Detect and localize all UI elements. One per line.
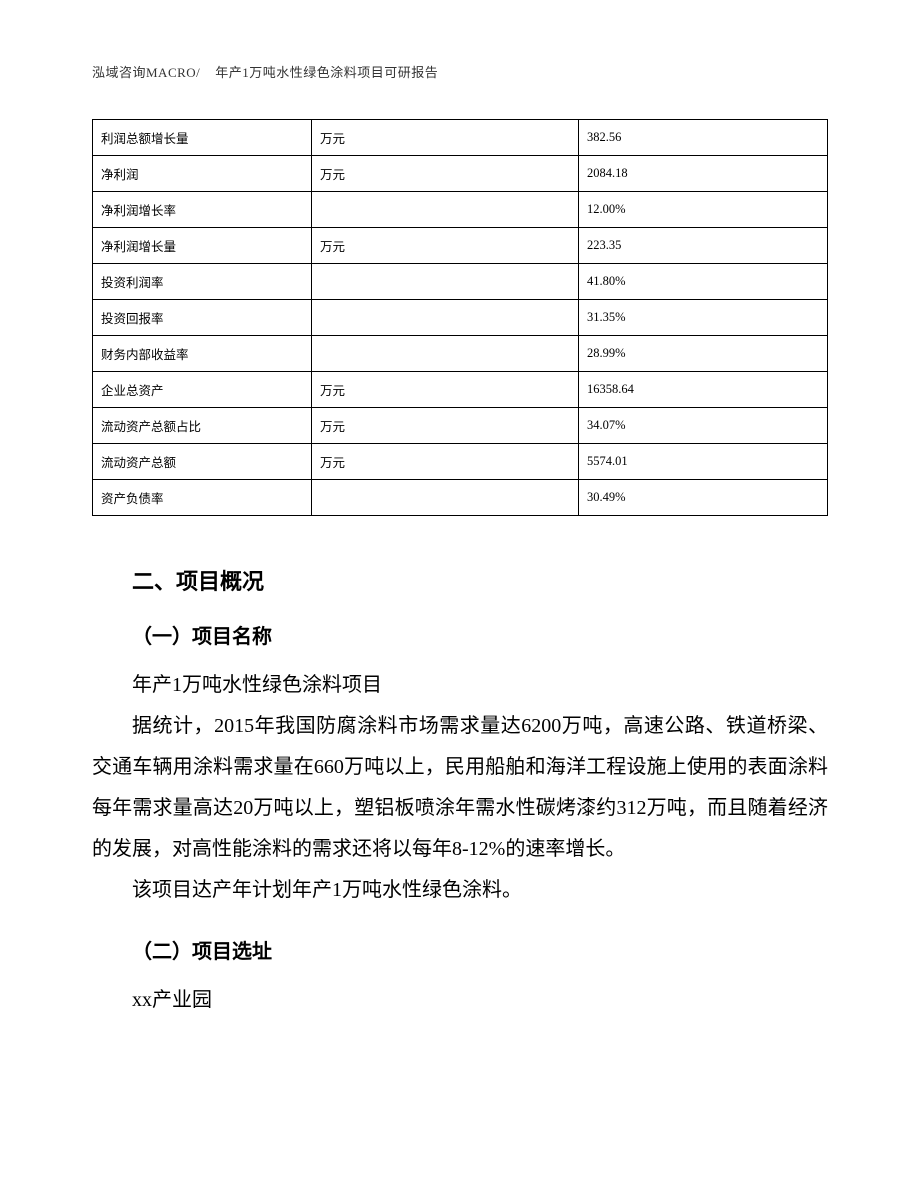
cell-value: 382.56	[579, 120, 828, 156]
table-row: 投资回报率 31.35%	[93, 300, 828, 336]
cell-value: 34.07%	[579, 408, 828, 444]
table-row: 投资利润率 41.80%	[93, 264, 828, 300]
cell-value: 12.00%	[579, 192, 828, 228]
cell-label: 企业总资产	[93, 372, 312, 408]
cell-unit	[312, 264, 579, 300]
header-left: 泓域咨询MACRO/	[92, 65, 200, 80]
capacity-line: 该项目达产年计划年产1万吨水性绿色涂料。	[92, 870, 828, 911]
page-header: 泓域咨询MACRO/ 年产1万吨水性绿色涂料项目可研报告	[92, 62, 828, 81]
heading-project-site: （二）项目选址	[92, 935, 828, 964]
cell-label: 净利润增长率	[93, 192, 312, 228]
cell-unit	[312, 336, 579, 372]
cell-label: 流动资产总额	[93, 444, 312, 480]
cell-label: 资产负债率	[93, 480, 312, 516]
cell-unit: 万元	[312, 408, 579, 444]
cell-value: 16358.64	[579, 372, 828, 408]
financial-table-body: 利润总额增长量 万元 382.56 净利润 万元 2084.18 净利润增长率 …	[93, 120, 828, 516]
heading-project-name: （一）项目名称	[92, 620, 828, 649]
cell-label: 财务内部收益率	[93, 336, 312, 372]
cell-value: 2084.18	[579, 156, 828, 192]
table-row: 企业总资产 万元 16358.64	[93, 372, 828, 408]
cell-unit: 万元	[312, 156, 579, 192]
table-row: 净利润增长量 万元 223.35	[93, 228, 828, 264]
cell-unit	[312, 480, 579, 516]
table-row: 净利润 万元 2084.18	[93, 156, 828, 192]
cell-unit	[312, 192, 579, 228]
cell-value: 31.35%	[579, 300, 828, 336]
table-row: 利润总额增长量 万元 382.56	[93, 120, 828, 156]
cell-value: 5574.01	[579, 444, 828, 480]
cell-value: 223.35	[579, 228, 828, 264]
cell-unit: 万元	[312, 228, 579, 264]
cell-value: 30.49%	[579, 480, 828, 516]
cell-unit: 万元	[312, 444, 579, 480]
cell-unit	[312, 300, 579, 336]
site-line: xx产业园	[92, 980, 828, 1021]
table-row: 净利润增长率 12.00%	[93, 192, 828, 228]
heading-overview: 二、项目概况	[92, 564, 828, 596]
stats-paragraph: 据统计，2015年我国防腐涂料市场需求量达6200万吨，高速公路、铁道桥梁、交通…	[92, 706, 828, 870]
table-row: 流动资产总额占比 万元 34.07%	[93, 408, 828, 444]
cell-unit: 万元	[312, 372, 579, 408]
cell-label: 投资回报率	[93, 300, 312, 336]
project-name-line: 年产1万吨水性绿色涂料项目	[92, 665, 828, 706]
table-row: 流动资产总额 万元 5574.01	[93, 444, 828, 480]
cell-label: 流动资产总额占比	[93, 408, 312, 444]
cell-label: 净利润	[93, 156, 312, 192]
header-right: 年产1万吨水性绿色涂料项目可研报告	[215, 65, 438, 80]
document-page: 泓域咨询MACRO/ 年产1万吨水性绿色涂料项目可研报告 利润总额增长量 万元 …	[0, 0, 920, 1191]
cell-value: 28.99%	[579, 336, 828, 372]
cell-unit: 万元	[312, 120, 579, 156]
table-row: 资产负债率 30.49%	[93, 480, 828, 516]
cell-value: 41.80%	[579, 264, 828, 300]
cell-label: 净利润增长量	[93, 228, 312, 264]
financial-table: 利润总额增长量 万元 382.56 净利润 万元 2084.18 净利润增长率 …	[92, 119, 828, 516]
cell-label: 投资利润率	[93, 264, 312, 300]
cell-label: 利润总额增长量	[93, 120, 312, 156]
table-row: 财务内部收益率 28.99%	[93, 336, 828, 372]
